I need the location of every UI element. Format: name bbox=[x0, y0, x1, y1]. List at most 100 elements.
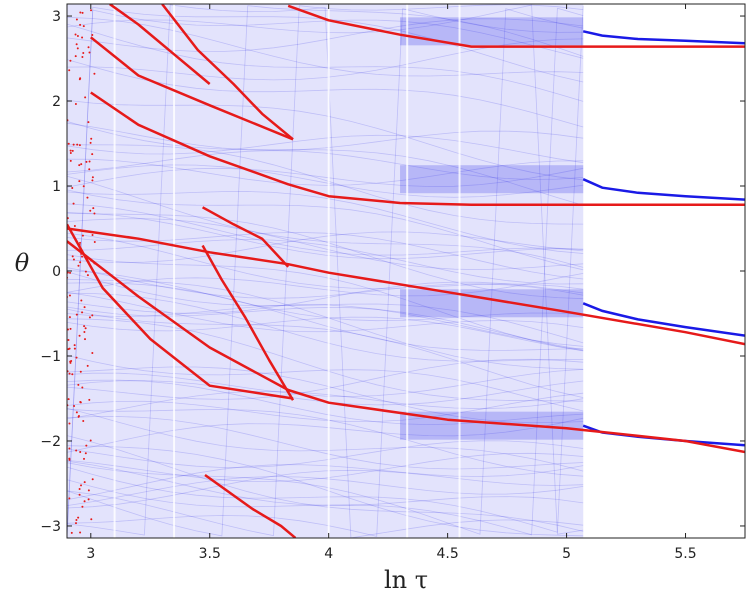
blue-fan-curve bbox=[67, 306, 584, 351]
blue-fan-curve bbox=[67, 464, 584, 501]
red-scatter-point bbox=[79, 241, 82, 244]
blue-fan-curve bbox=[67, 271, 584, 344]
blue-fan-curve bbox=[67, 392, 584, 423]
red-scatter-point bbox=[74, 33, 77, 36]
red-scatter-point bbox=[81, 255, 84, 258]
blue-fan-curve bbox=[67, 355, 584, 412]
red-scatter-point bbox=[69, 271, 72, 274]
red-scatter-point bbox=[68, 457, 71, 460]
red-scatter-point bbox=[80, 252, 83, 255]
y-tick-label: 1 bbox=[52, 179, 61, 195]
red-scatter-point bbox=[75, 356, 78, 359]
red-scatter-point bbox=[72, 143, 75, 146]
blue-fan-curve bbox=[67, 452, 584, 482]
y-tick-label: −2 bbox=[40, 434, 61, 450]
red-scatter-point bbox=[76, 34, 79, 37]
red-scatter-point bbox=[71, 255, 74, 258]
red-branch-line bbox=[204, 473, 297, 538]
red-scatter-point bbox=[82, 25, 85, 28]
red-scatter-point bbox=[82, 419, 85, 422]
red-scatter-point bbox=[83, 338, 86, 341]
blue-fan-curve bbox=[67, 212, 584, 260]
blue-fan-curve bbox=[67, 18, 584, 52]
red-scatter-point bbox=[67, 398, 70, 401]
blue-fan-curve bbox=[67, 282, 584, 351]
blue-fan-curve bbox=[67, 164, 584, 198]
blue-fan-curve bbox=[67, 270, 584, 322]
blue-fan-curve bbox=[67, 358, 584, 400]
red-scatter-point bbox=[83, 500, 86, 503]
red-scatter-point bbox=[75, 449, 78, 452]
red-branch-line bbox=[67, 223, 294, 400]
red-scatter-point bbox=[88, 168, 91, 171]
red-scatter-point bbox=[80, 484, 83, 487]
blue-branch-line bbox=[582, 178, 745, 201]
red-scatter-point bbox=[68, 347, 71, 350]
x-tick-label: 3 bbox=[86, 546, 95, 562]
x-tick-label: 3.5 bbox=[199, 546, 221, 562]
red-scatter-point bbox=[81, 36, 84, 39]
blue-fan-curve bbox=[67, 408, 584, 477]
red-scatter-point bbox=[88, 160, 91, 163]
y-tick-label: 2 bbox=[52, 94, 61, 110]
red-scatter-point bbox=[88, 398, 91, 401]
y-tick-label: −3 bbox=[40, 519, 61, 535]
red-scatter-point bbox=[79, 77, 82, 80]
red-scatter-point bbox=[77, 383, 80, 386]
red-scatter-point bbox=[77, 414, 80, 417]
red-scatter-point bbox=[69, 59, 72, 62]
red-scatter-point bbox=[79, 261, 82, 264]
blue-curve-fan bbox=[67, 4, 584, 538]
red-scatter-point bbox=[90, 137, 93, 140]
blue-fan-curve bbox=[67, 281, 584, 314]
red-scatter-point bbox=[93, 241, 96, 244]
red-scatter-point bbox=[69, 159, 72, 162]
red-scatter-point bbox=[81, 11, 84, 14]
red-scatter-point bbox=[78, 243, 81, 246]
red-scatter-point bbox=[68, 497, 71, 500]
red-scatter-point bbox=[81, 311, 84, 314]
red-scatter-point bbox=[79, 11, 82, 14]
blue-fan-curve bbox=[67, 5, 584, 533]
red-scatter-point bbox=[67, 328, 70, 331]
blue-fan-curve bbox=[67, 175, 584, 268]
red-scatter-point bbox=[81, 234, 84, 237]
blue-fan-curve bbox=[67, 231, 584, 264]
red-scatter-point bbox=[93, 72, 96, 75]
red-scatter-point bbox=[91, 351, 94, 354]
red-scatter-point bbox=[75, 411, 78, 414]
blue-fan-curve bbox=[67, 212, 584, 300]
red-scatter-point bbox=[83, 330, 86, 333]
blue-fan-curve bbox=[67, 122, 584, 151]
blue-fan-curve bbox=[67, 390, 584, 420]
red-scatter-point bbox=[84, 327, 87, 330]
blue-band bbox=[400, 289, 584, 318]
blue-fan-curve bbox=[67, 417, 584, 453]
red-scatter-point bbox=[81, 505, 84, 508]
red-scatter-point bbox=[79, 23, 82, 26]
blue-fan-curve bbox=[67, 304, 584, 347]
red-scatter-point bbox=[74, 522, 77, 525]
red-scatter-point bbox=[73, 405, 76, 408]
red-scatter-point bbox=[69, 149, 72, 152]
red-branch-line bbox=[90, 91, 745, 206]
red-scatter-point bbox=[90, 518, 93, 521]
blue-fan-curve bbox=[67, 16, 584, 77]
red-scatter-point bbox=[85, 160, 88, 163]
blue-fan-curve bbox=[67, 121, 584, 206]
blue-band bbox=[400, 165, 584, 194]
red-scatter-point bbox=[91, 33, 94, 36]
x-tick-label: 5 bbox=[562, 546, 571, 562]
blue-fan-curve bbox=[67, 218, 584, 271]
blue-fan-curve bbox=[67, 440, 584, 468]
red-scatter-point bbox=[71, 373, 74, 376]
red-scatter-point bbox=[93, 212, 96, 215]
red-scatter-point bbox=[84, 452, 87, 455]
red-branch-line bbox=[201, 206, 290, 268]
x-ticks: 3 3.5 4 4.5 5 5.5 bbox=[86, 4, 697, 562]
red-scatter-point bbox=[74, 55, 77, 58]
red-scatter-point bbox=[73, 347, 76, 350]
blue-branch-line bbox=[582, 30, 745, 45]
red-scatter-point bbox=[74, 103, 77, 106]
red-scatter-point bbox=[82, 185, 85, 188]
